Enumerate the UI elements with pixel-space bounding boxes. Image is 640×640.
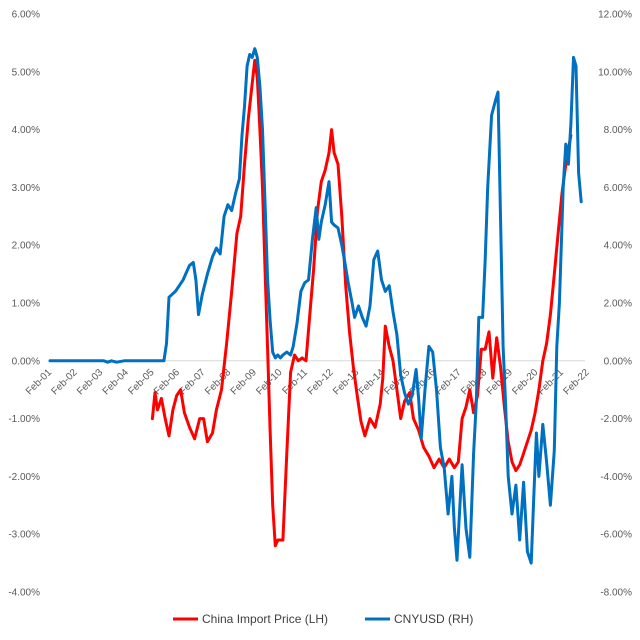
x-tick-label: Feb-05 — [126, 367, 156, 397]
right-tick-label: 10.00% — [598, 67, 632, 78]
right-tick-label: -2.00% — [600, 414, 632, 425]
x-tick-label: Feb-18 — [459, 367, 489, 397]
x-tick-label: Feb-04 — [101, 367, 131, 397]
left-tick-label: 5.00% — [12, 67, 40, 78]
series-line-cnyusd — [48, 47, 583, 565]
right-tick-label: 6.00% — [604, 183, 632, 194]
right-tick-label: 8.00% — [604, 125, 632, 136]
left-tick-label: -2.00% — [8, 472, 40, 483]
x-tick-label: Feb-22 — [561, 367, 591, 397]
x-tick-label: Feb-08 — [203, 367, 233, 397]
x-tick-label: Feb-03 — [75, 367, 105, 397]
series-line-import-price — [150, 58, 573, 548]
right-axis-ticks: -8.00% -6.00% -4.00% -2.00% 0.00% 2.00% 4.00% 6… — [598, 10, 632, 599]
left-tick-label: 2.00% — [12, 241, 40, 252]
x-tick-label: Feb-09 — [229, 367, 259, 397]
legend-label-cnyusd: CNYUSD (RH) — [394, 612, 473, 626]
left-tick-label: 1.00% — [12, 299, 40, 310]
left-tick-label: 6.00% — [12, 10, 40, 21]
x-tick-label: Feb-11 — [280, 367, 310, 397]
series-layer — [48, 47, 583, 565]
legend: China Import Price (LH) CNYUSD (RH) — [173, 612, 473, 626]
x-tick-label: Feb-12 — [306, 367, 336, 397]
right-tick-label: -8.00% — [600, 588, 632, 599]
right-tick-label: 0.00% — [604, 356, 632, 367]
left-tick-label: -1.00% — [8, 414, 40, 425]
right-tick-label: 12.00% — [598, 10, 632, 21]
x-axis-ticks: Feb-01Feb-02Feb-03Feb-04Feb-05Feb-06Feb-… — [24, 367, 592, 397]
x-tick-label: Feb-20 — [510, 367, 540, 397]
x-tick-label: Feb-01 — [24, 367, 54, 397]
left-axis-ticks: -4.00% -3.00% -2.00% -1.00% 0.00% 1.00% 2.00% 3… — [8, 10, 40, 599]
x-tick-label: Feb-02 — [50, 367, 80, 397]
left-tick-label: 0.00% — [12, 356, 40, 367]
right-tick-label: -4.00% — [600, 472, 632, 483]
right-tick-label: 2.00% — [604, 299, 632, 310]
left-tick-label: -3.00% — [8, 530, 40, 541]
right-tick-label: 4.00% — [604, 241, 632, 252]
left-tick-label: -4.00% — [8, 588, 40, 599]
left-tick-label: 4.00% — [12, 125, 40, 136]
left-tick-label: 3.00% — [12, 183, 40, 194]
right-tick-label: -6.00% — [600, 530, 632, 541]
legend-label-import-price: China Import Price (LH) — [202, 612, 328, 626]
